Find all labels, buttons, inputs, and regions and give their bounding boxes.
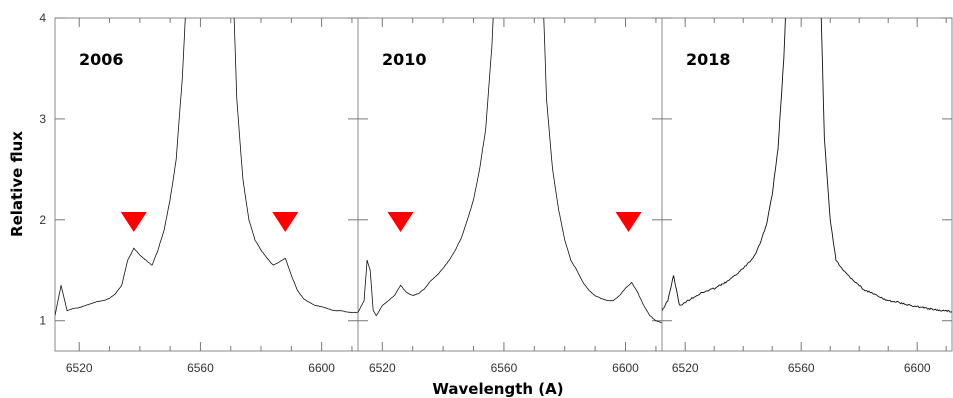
y-tick-label: 3 <box>39 112 46 126</box>
x-tick-label: 6560 <box>491 361 518 375</box>
marker-triangle <box>616 212 642 232</box>
x-tick-label: 6520 <box>672 361 699 375</box>
x-tick-label: 6520 <box>369 361 396 375</box>
x-axis-label: Wavelength (A) <box>432 380 563 398</box>
spectrum-line <box>358 0 662 323</box>
x-tick-label: 6600 <box>308 361 335 375</box>
panel-title: 2006 <box>79 50 124 69</box>
x-tick-label: 6520 <box>66 361 93 375</box>
marker-triangle <box>272 212 298 232</box>
panels: 6520 6560 6600 2006 6520 6560 6600 2010 6520 6560… <box>55 0 952 375</box>
marker-triangle <box>121 212 147 232</box>
y-tick-label: 4 <box>39 11 46 25</box>
marker-triangle <box>388 212 414 232</box>
y-axis-label: Relative flux <box>8 131 26 237</box>
panel-title: 2010 <box>382 50 427 69</box>
panel-2006: 6520 6560 6600 2006 <box>55 0 358 375</box>
spectrum-line <box>662 0 952 312</box>
x-tick-label: 6560 <box>788 361 815 375</box>
y-tick-label: 1 <box>39 314 46 328</box>
y-tick-label: 2 <box>39 213 46 227</box>
panel-2018: 6520 6560 6600 2018 <box>662 0 952 375</box>
spectrum-line <box>55 0 358 316</box>
panel-title: 2018 <box>686 50 731 69</box>
panel-2010: 6520 6560 6600 2010 <box>358 0 662 375</box>
x-tick-label: 6600 <box>904 361 931 375</box>
y-axis-ticks: 1 2 3 4 <box>39 11 46 328</box>
x-tick-label: 6600 <box>612 361 639 375</box>
x-tick-label: 6560 <box>187 361 214 375</box>
